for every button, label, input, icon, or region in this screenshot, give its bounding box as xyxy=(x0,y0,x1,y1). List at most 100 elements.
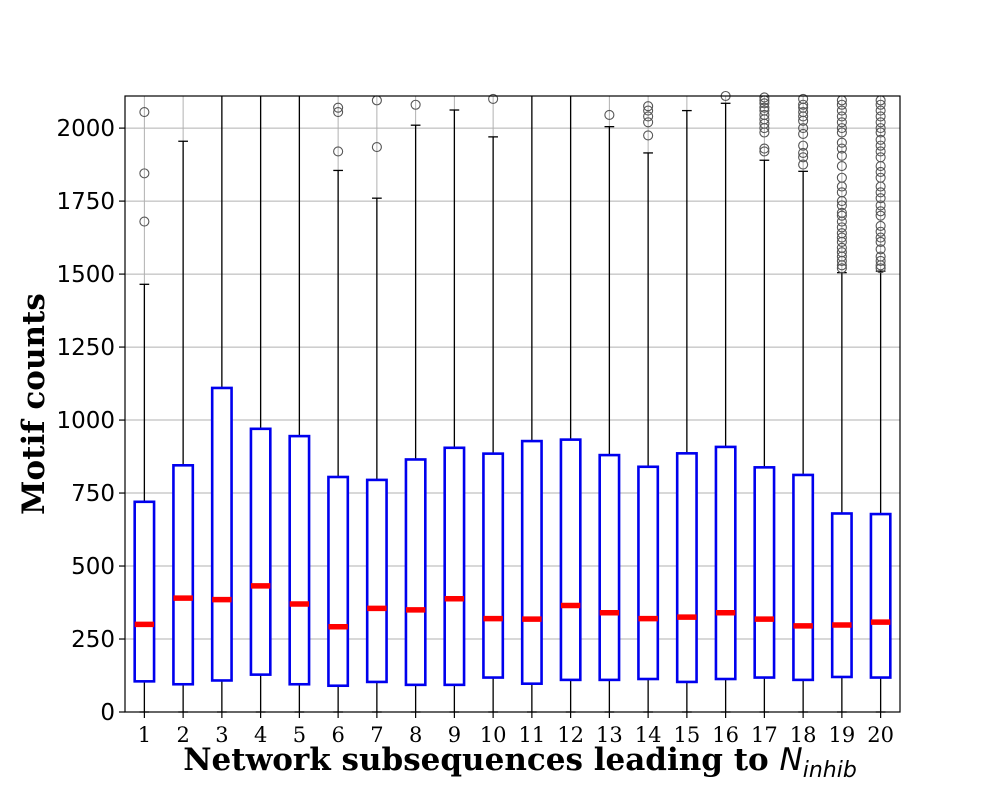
x-tick-label: 11 xyxy=(519,723,546,747)
outlier-point xyxy=(798,128,809,140)
box-iqr xyxy=(482,452,505,679)
x-tick-label: 5 xyxy=(293,723,306,747)
outlier-point xyxy=(604,109,615,121)
x-tick-label: 1 xyxy=(138,723,151,747)
box-iqr xyxy=(598,453,621,682)
outlier-point xyxy=(333,146,344,157)
outlier-point xyxy=(759,98,770,109)
outlier-point xyxy=(836,210,847,221)
y-tick-label: 1250 xyxy=(56,335,115,361)
y-tick-label: 1750 xyxy=(56,189,115,215)
box-group xyxy=(520,96,543,713)
box-group xyxy=(249,96,272,713)
outlier-point xyxy=(488,93,499,104)
outlier-point xyxy=(836,222,847,233)
outlier-point xyxy=(836,150,847,161)
x-tick-label: 9 xyxy=(448,723,461,747)
outlier-point xyxy=(875,117,886,128)
x-tick-label: 16 xyxy=(712,723,739,747)
x-tick-label: 7 xyxy=(370,723,383,747)
outlier-point xyxy=(875,152,886,163)
outlier-point xyxy=(798,93,809,104)
x-axis-label-text: Network subsequences leading to xyxy=(183,742,779,778)
outlier-point xyxy=(836,207,847,218)
outlier-point xyxy=(759,92,770,103)
outlier-point xyxy=(759,105,770,116)
outlier-point xyxy=(139,107,150,118)
box-group xyxy=(210,96,233,713)
x-tick-label: 2 xyxy=(176,723,189,747)
outlier-point xyxy=(875,123,886,134)
outlier-point xyxy=(875,210,886,221)
box-group xyxy=(133,107,156,713)
outlier-point xyxy=(139,216,150,227)
outlier-point xyxy=(836,187,847,198)
box-iqr xyxy=(830,512,853,679)
outlier-point xyxy=(875,232,886,243)
y-tick-label: 250 xyxy=(71,627,115,653)
plot-frame xyxy=(124,95,901,713)
x-tick-label: 18 xyxy=(790,723,817,747)
y-tick-label: 1000 xyxy=(56,408,115,434)
x-axis-label-subscript: inhib xyxy=(803,758,857,783)
outlier-point xyxy=(836,99,847,110)
box-iqr xyxy=(714,445,737,681)
outlier-point xyxy=(875,244,886,255)
box-group xyxy=(443,109,466,713)
x-tick-label: 8 xyxy=(409,723,422,747)
outlier-point xyxy=(836,117,847,128)
outlier-point xyxy=(875,187,886,198)
outlier-point xyxy=(836,263,847,274)
x-tick-label: 3 xyxy=(215,723,228,747)
outlier-point xyxy=(836,137,847,148)
box-iqr xyxy=(288,434,311,686)
outlier-point xyxy=(759,109,770,121)
outlier-point xyxy=(836,232,847,243)
y-tick-label: 500 xyxy=(71,554,115,580)
outlier-point xyxy=(798,152,809,163)
box-group xyxy=(482,93,505,713)
box-group xyxy=(714,90,737,713)
x-tick-label: 15 xyxy=(674,723,701,747)
outlier-point xyxy=(371,142,382,153)
box-group xyxy=(637,101,660,713)
box-iqr xyxy=(675,452,698,684)
outlier-point xyxy=(333,107,344,118)
outlier-point xyxy=(875,105,886,116)
outlier-point xyxy=(798,159,809,170)
x-axis-label-symbol: N xyxy=(780,742,803,778)
box-iqr xyxy=(559,438,582,682)
outlier-point xyxy=(875,236,886,248)
box-group xyxy=(559,96,582,713)
y-tick-label: 2000 xyxy=(56,116,115,142)
outlier-point xyxy=(798,147,809,158)
box-group xyxy=(288,96,311,713)
box-iqr xyxy=(249,427,272,676)
x-tick-label: 14 xyxy=(635,723,662,747)
y-tick-label: 0 xyxy=(100,700,115,726)
box-group xyxy=(753,92,776,713)
box-iqr xyxy=(327,475,350,688)
outlier-point xyxy=(333,102,344,113)
box-iqr xyxy=(753,466,776,679)
x-tick-label: 13 xyxy=(596,723,623,747)
outlier-point xyxy=(643,117,654,128)
box-iqr xyxy=(365,478,388,684)
outlier-point xyxy=(836,123,847,134)
outlier-point xyxy=(875,220,886,231)
outlier-point xyxy=(875,255,886,266)
x-tick-label: 10 xyxy=(480,723,507,747)
y-tick-label: 750 xyxy=(71,481,115,507)
x-tick-label: 19 xyxy=(829,723,856,747)
box-iqr xyxy=(133,500,156,683)
outlier-point xyxy=(875,140,886,151)
outlier-point xyxy=(836,105,847,116)
box-group xyxy=(365,95,388,713)
outlier-point xyxy=(836,172,847,183)
outlier-point xyxy=(875,193,886,204)
outlier-point xyxy=(759,102,770,113)
outlier-point xyxy=(643,101,654,112)
outlier-point xyxy=(875,226,886,237)
